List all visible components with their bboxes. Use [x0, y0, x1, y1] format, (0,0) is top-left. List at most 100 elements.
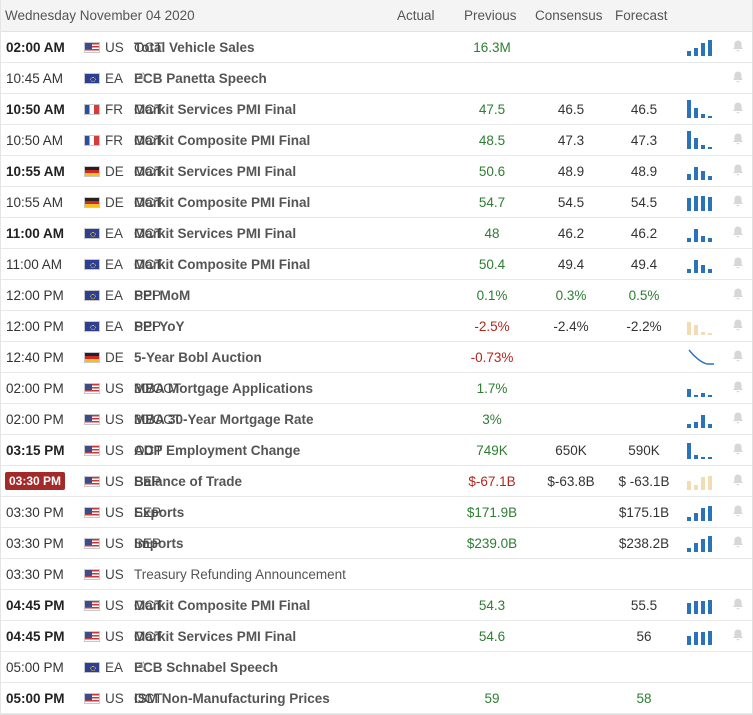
event-row[interactable]: 04:45 PM US Markit Services PMI Final OCT 5…: [1, 621, 752, 652]
bell-icon[interactable]: [731, 473, 745, 487]
mini-chart[interactable]: [687, 534, 715, 552]
event-row[interactable]: 05:00 PM US ISM Non-Manufacturing Prices O…: [1, 683, 752, 714]
event-row[interactable]: 02:00 PM US MBA 30-Year Mortgage Rate 30/O…: [1, 404, 752, 435]
event-name[interactable]: Imports: [134, 536, 184, 551]
mini-chart-bar: [694, 229, 698, 242]
event-row[interactable]: 12:40 PM DE 5-Year Bobl Auction -0.73%: [1, 342, 752, 373]
event-name[interactable]: PPI YoY: [134, 319, 185, 334]
event-row[interactable]: 10:50 AM FR Markit Services PMI Final OCT 4…: [1, 94, 752, 125]
mini-chart[interactable]: [687, 100, 715, 118]
event-name[interactable]: ISM Non-Manufacturing Prices: [134, 691, 330, 706]
event-reference-period: SEP: [134, 536, 162, 551]
mini-chart-bar: [708, 599, 712, 614]
event-row[interactable]: 04:45 PM US Markit Composite PMI Final OCT…: [1, 590, 752, 621]
mini-chart[interactable]: [687, 503, 715, 521]
event-row[interactable]: 02:00 PM US MBA Mortgage Applications 30/O…: [1, 373, 752, 404]
event-row[interactable]: 11:00 AM EA Markit Services PMI Final OCT 4…: [1, 218, 752, 249]
mini-chart[interactable]: [687, 317, 715, 335]
mini-chart[interactable]: [687, 348, 715, 366]
event-row[interactable]: 03:15 PM US ADP Employment Change OCT 749K 6…: [1, 435, 752, 466]
event-name[interactable]: Markit Services PMI Final: [134, 226, 297, 241]
event-name[interactable]: ECB Panetta Speech: [134, 71, 267, 86]
mini-chart[interactable]: [687, 224, 715, 242]
mini-chart[interactable]: [687, 627, 715, 645]
bell-icon[interactable]: [731, 70, 745, 84]
mini-chart[interactable]: [687, 255, 715, 273]
bell-icon[interactable]: [731, 101, 745, 115]
bell-icon[interactable]: [731, 287, 745, 301]
event-name[interactable]: Treasury Refunding Announcement: [134, 567, 346, 582]
event-name[interactable]: MBA Mortgage Applications: [134, 381, 314, 396]
mini-chart[interactable]: [687, 410, 715, 428]
bell-icon[interactable]: [731, 256, 745, 270]
header-previous[interactable]: Previous: [464, 8, 517, 23]
bell-icon[interactable]: [731, 39, 745, 53]
event-name[interactable]: Balance of Trade: [134, 474, 243, 489]
event-row[interactable]: 05:00 PM EA ECB Schnabel Speech ◂): [1, 652, 752, 683]
bell-icon[interactable]: [731, 318, 745, 332]
bell-icon[interactable]: [731, 442, 745, 456]
bell-icon[interactable]: [731, 194, 745, 208]
bell-icon[interactable]: [731, 628, 745, 642]
event-name[interactable]: Markit Services PMI Final: [134, 629, 297, 644]
bell-icon[interactable]: [731, 504, 745, 518]
mini-chart[interactable]: [687, 596, 715, 614]
bell-icon[interactable]: [731, 380, 745, 394]
bell-icon[interactable]: [731, 535, 745, 549]
event-name[interactable]: ECB Schnabel Speech: [134, 660, 279, 675]
bell-icon[interactable]: [731, 132, 745, 146]
mini-chart[interactable]: [687, 658, 715, 676]
mini-chart[interactable]: [687, 689, 715, 707]
event-name[interactable]: Exports: [134, 505, 185, 520]
bell-icon[interactable]: [731, 411, 745, 425]
header-actual[interactable]: Actual: [397, 8, 435, 23]
previous-value: 1.7%: [476, 381, 508, 396]
mini-chart[interactable]: [687, 472, 715, 490]
mini-chart[interactable]: [687, 379, 715, 397]
bell-icon[interactable]: [731, 349, 745, 363]
event-row[interactable]: 11:00 AM EA Markit Composite PMI Final OCT…: [1, 249, 752, 280]
event-name[interactable]: MBA 30-Year Mortgage Rate: [134, 412, 314, 427]
event-name[interactable]: Markit Services PMI Final: [134, 102, 297, 117]
event-reference-period: OCT: [134, 257, 163, 272]
mini-chart[interactable]: [687, 131, 715, 149]
forecast-value: 58: [636, 691, 652, 706]
mini-chart[interactable]: [687, 565, 715, 583]
mini-chart[interactable]: [687, 286, 715, 304]
live-time-badge: 03:30 PM: [5, 472, 66, 490]
event-time: 10:50 AM: [6, 102, 65, 117]
event-row[interactable]: 12:00 PM EA PPI MoM SEP 0.1% 0.3% 0.5%: [1, 280, 752, 311]
event-row[interactable]: 10:55 AM DE Markit Services PMI Final OCT 5…: [1, 156, 752, 187]
event-name[interactable]: Markit Composite PMI Final: [134, 598, 311, 613]
event-reference-period: OCT: [134, 40, 163, 55]
header-forecast[interactable]: Forecast: [615, 8, 668, 23]
event-name[interactable]: Markit Composite PMI Final: [134, 133, 311, 148]
mini-chart[interactable]: [687, 38, 715, 56]
event-name[interactable]: Markit Composite PMI Final: [134, 195, 311, 210]
event-row[interactable]: 03:30 PM US Imports SEP $239.0B $238.2B: [1, 528, 752, 559]
event-name[interactable]: ADP Employment Change: [134, 443, 301, 458]
event-row[interactable]: 10:50 AM FR Markit Composite PMI Final OCT…: [1, 125, 752, 156]
event-row[interactable]: 10:55 AM DE Markit Composite PMI Final OCT…: [1, 187, 752, 218]
event-name[interactable]: PPI MoM: [134, 288, 191, 303]
bell-icon[interactable]: [731, 163, 745, 177]
mini-chart[interactable]: [687, 162, 715, 180]
mini-chart[interactable]: [687, 441, 715, 459]
event-name[interactable]: Total Vehicle Sales: [134, 40, 255, 55]
mini-chart[interactable]: [687, 69, 715, 87]
event-name[interactable]: Markit Services PMI Final: [134, 164, 297, 179]
header-consensus[interactable]: Consensus: [535, 8, 603, 23]
event-row[interactable]: 03:30 PM US Balance of Trade SEP $-67.1B $-6…: [1, 466, 752, 497]
bell-icon[interactable]: [731, 597, 745, 611]
flag-icon-ea: [84, 321, 100, 332]
event-row[interactable]: 03:30 PM US Exports SEP $171.9B $175.1B: [1, 497, 752, 528]
mini-chart-bar: [694, 195, 698, 211]
event-row[interactable]: 10:45 AM EA ECB Panetta Speech ◂): [1, 63, 752, 94]
mini-chart[interactable]: [687, 193, 715, 211]
event-row[interactable]: 02:00 AM US Total Vehicle Sales OCT 16.3M: [1, 32, 752, 63]
event-row[interactable]: 03:30 PM US Treasury Refunding Announcemen…: [1, 559, 752, 590]
event-name[interactable]: 5-Year Bobl Auction: [134, 350, 262, 365]
event-row[interactable]: 12:00 PM EA PPI YoY SEP -2.5% -2.4% -2.2%: [1, 311, 752, 342]
bell-icon[interactable]: [731, 225, 745, 239]
event-name[interactable]: Markit Composite PMI Final: [134, 257, 311, 272]
